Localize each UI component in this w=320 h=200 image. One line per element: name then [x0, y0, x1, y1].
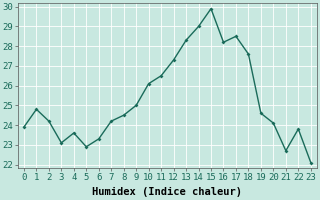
X-axis label: Humidex (Indice chaleur): Humidex (Indice chaleur)	[92, 187, 242, 197]
